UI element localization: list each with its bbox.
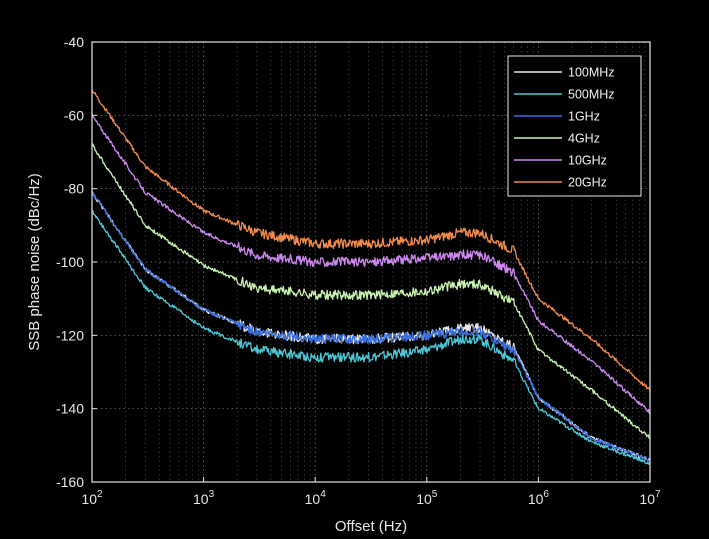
legend-label: 500MHz [568,88,615,102]
y-tick-label: -40 [64,34,84,50]
x-tick-base: 10 [193,491,209,507]
x-tick-exponent: 4 [320,489,326,500]
x-tick-label: 106 [528,489,550,507]
x-tick-exponent: 5 [432,489,438,500]
series-line-10ghz [91,113,651,414]
x-tick-label: 103 [193,489,215,507]
y-tick-label: -160 [56,474,84,490]
x-tick-exponent: 3 [209,489,215,500]
x-tick-base: 10 [528,491,544,507]
legend: 100MHz 500MHz 1GHz 4GHz 10GHz 20GHz [507,55,642,197]
y-tick-label: -80 [64,181,84,197]
series-line-500mhz [91,209,651,465]
series-line-4ghz [91,143,651,439]
series-group [91,89,651,465]
legend-label: 10GHz [568,154,607,168]
y-tick-label: -140 [56,401,84,417]
x-tick-label: 107 [639,489,661,507]
series-line-1ghz [91,192,651,462]
x-tick-exponent: 2 [97,489,103,500]
x-tick-base: 10 [639,491,655,507]
series-line-20ghz [91,89,651,392]
legend-box [507,55,642,197]
y-axis-title: SSB phase noise (dBc/Hz) [26,173,43,351]
legend-label: 1GHz [568,110,600,124]
x-tick-label: 105 [416,489,438,507]
legend-label: 20GHz [568,176,607,190]
x-tick-base: 10 [305,491,321,507]
x-tick-label: 102 [81,489,103,507]
x-tick-base: 10 [81,491,97,507]
y-tick-label: -60 [64,107,84,123]
x-tick-label: 104 [305,489,327,507]
x-tick-base: 10 [416,491,432,507]
legend-label: 4GHz [568,132,600,146]
x-axis-title: Offset (Hz) [335,518,407,535]
legend-label: 100MHz [568,66,615,80]
x-tick-exponent: 7 [655,489,661,500]
y-tick-label: -100 [56,254,84,270]
y-tick-label: -120 [56,327,84,343]
x-tick-exponent: 6 [543,489,549,500]
